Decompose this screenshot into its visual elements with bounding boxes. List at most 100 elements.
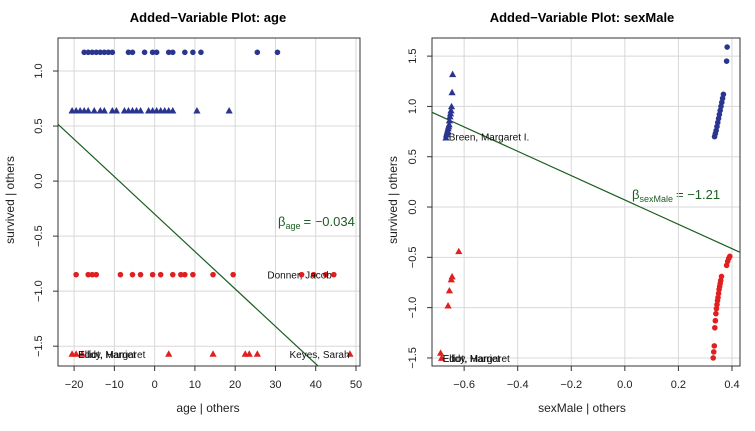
data-point-circle (73, 271, 79, 278)
data-point-circle (710, 355, 717, 361)
data-point-triangle (225, 107, 233, 114)
data-point-triangle (445, 116, 454, 124)
y-tick-label: 0.5 (407, 149, 419, 164)
point-annotation: Keyes, Sarah (290, 350, 350, 361)
data-point-circle (125, 49, 132, 56)
data-point-circle (720, 91, 727, 98)
data-point-circle (310, 271, 317, 278)
data-point-circle (230, 271, 236, 278)
data-point-circle (711, 343, 718, 349)
y-tick-label: −1.0 (407, 297, 419, 319)
data-point-circle (89, 271, 96, 278)
x-tick-label: 40 (310, 379, 322, 391)
data-point-triangle (447, 106, 455, 114)
data-point-circle (81, 49, 87, 56)
data-point-triangle (444, 302, 452, 309)
data-point-circle (165, 49, 172, 56)
data-point-circle (178, 271, 184, 278)
data-point-triangle (447, 102, 456, 110)
panel-age-xlabel: age | others (176, 401, 239, 415)
data-point-circle (198, 49, 204, 56)
point-annotation: Eddy, Harriet (78, 350, 136, 361)
data-point-circle (169, 271, 176, 278)
data-point-circle (93, 49, 100, 56)
x-tick-label: 50 (350, 379, 362, 391)
data-point-circle (149, 49, 156, 56)
data-point-circle (153, 49, 160, 56)
plot-area-0: −20 −10 0 10 20 30 40 50 −1.5 −1.0 −0.5 0.0 0.5 1.0 Do… (33, 37, 362, 391)
data-point-triangle (245, 350, 253, 357)
data-point-triangle (253, 350, 261, 357)
data-point-triangle (346, 350, 354, 357)
point-annotation: Eddy, Harriet (443, 354, 501, 365)
data-point-circle (137, 271, 144, 278)
data-point-circle (713, 310, 719, 317)
data-point-triangle (84, 107, 92, 114)
data-point-circle (85, 49, 91, 56)
x-tick-label: −10 (105, 379, 124, 391)
data-point-circle (254, 49, 261, 56)
point-annotation: Donner, Jacob (267, 271, 332, 282)
data-point-triangle (448, 272, 456, 280)
panel-age-title: Added−Variable Plot: age (130, 10, 286, 25)
y-tick-label: −1.5 (407, 347, 419, 369)
data-point-triangle (72, 350, 80, 357)
y-tick-label: 0.5 (33, 118, 45, 133)
data-point-circle (182, 49, 188, 56)
data-point-circle (117, 271, 124, 278)
x-tick-label: 20 (229, 379, 241, 391)
y-tick-label: −1.0 (33, 280, 45, 302)
panel-sexmale-xlabel: sexMale | others (538, 401, 626, 415)
data-point-circle (109, 49, 116, 56)
data-point-circle (190, 49, 196, 56)
data-point-circle (182, 271, 188, 278)
y-tick-label: 1.5 (407, 48, 419, 63)
point-annotation: Elliot, Margaret (443, 354, 510, 365)
data-point-triangle (438, 354, 446, 361)
x-tick-label: 30 (269, 379, 281, 391)
data-point-circle (210, 271, 216, 278)
data-point-circle (331, 271, 337, 278)
data-point-triangle (449, 70, 457, 78)
data-point-triangle (209, 350, 217, 357)
x-tick-label: −0.6 (453, 379, 475, 391)
data-point-circle (169, 49, 176, 56)
data-point-circle (129, 49, 136, 56)
data-point-triangle (445, 120, 453, 128)
x-tick-label: −0.4 (507, 379, 529, 391)
panel-sexmale-title: Added−Variable Plot: sexMale (490, 10, 675, 25)
data-point-circle (274, 49, 281, 56)
data-point-circle (724, 44, 730, 50)
y-tick-label: 0.0 (407, 199, 419, 214)
data-point-circle (97, 49, 104, 56)
panel-sexmale-beta: βsexMale = −1.21 (632, 187, 720, 204)
data-point-circle (190, 271, 196, 278)
point-annotation: Breen, Margaret I. (449, 133, 530, 144)
y-tick-label: 0.0 (33, 173, 45, 188)
data-point-circle (712, 324, 718, 331)
panel-sexmale: Added−Variable Plot: sexMale sexMale | o… (386, 10, 720, 415)
data-point-circle (141, 49, 148, 56)
data-point-circle (710, 349, 717, 355)
x-tick-label: 0.0 (617, 379, 632, 391)
x-tick-label: 0 (152, 379, 158, 391)
data-point-circle (727, 253, 733, 260)
data-point-circle (101, 49, 108, 56)
data-point-circle (718, 273, 725, 280)
data-point-circle (93, 271, 100, 278)
point-annotation: Elliot, Margaret (78, 350, 145, 361)
plot-area-1: −0.6 −0.4 −0.2 0.0 0.2 0.4 −1.5 −1.0 −0.5 0.0 0.5 1… (407, 37, 741, 391)
plot-frame (57, 37, 361, 367)
data-point-triangle (78, 350, 86, 357)
data-point-circle (157, 271, 164, 278)
panel-age-ylabel: survived | others (3, 156, 17, 244)
data-point-circle (105, 49, 112, 56)
panel-age: Added−Variable Plot: age age | others su… (3, 10, 355, 415)
data-point-triangle (112, 107, 120, 114)
data-point-triangle (100, 107, 108, 114)
data-point-triangle (193, 107, 201, 114)
data-point-triangle (455, 247, 463, 255)
data-point-circle (723, 58, 730, 64)
